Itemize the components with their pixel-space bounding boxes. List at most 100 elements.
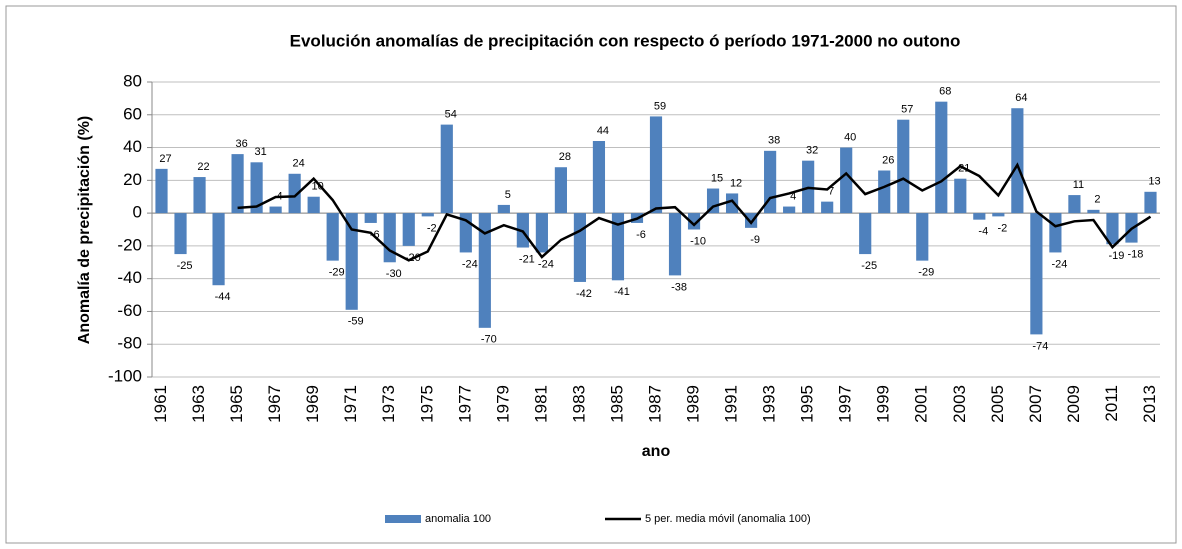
bar bbox=[668, 213, 682, 276]
bar bbox=[745, 213, 758, 228]
data-label: -18 bbox=[1128, 249, 1144, 261]
x-tick-label: 1997 bbox=[836, 385, 855, 423]
x-tick-label: 1975 bbox=[417, 385, 436, 423]
bar bbox=[307, 196, 320, 214]
legend-label: anomalia 100 bbox=[425, 513, 491, 525]
x-tick-label: 2003 bbox=[950, 385, 969, 423]
data-label: -44 bbox=[215, 291, 231, 303]
data-label: -41 bbox=[614, 286, 630, 298]
data-label: -74 bbox=[1032, 340, 1048, 352]
bar bbox=[1144, 191, 1157, 214]
bar bbox=[193, 177, 206, 214]
bar bbox=[973, 213, 986, 220]
data-label: 10 bbox=[312, 181, 324, 193]
x-tick-label: 1977 bbox=[455, 385, 474, 423]
data-label: -30 bbox=[386, 268, 402, 280]
bar bbox=[497, 204, 510, 214]
data-label: 64 bbox=[1015, 92, 1027, 104]
data-label: 26 bbox=[882, 154, 894, 166]
bar bbox=[288, 173, 301, 214]
x-tick-label: 1963 bbox=[189, 385, 208, 423]
data-label: 59 bbox=[654, 100, 666, 112]
chart-title: Evolución anomalías de precipitación con… bbox=[290, 31, 961, 50]
x-tick-label: 1969 bbox=[303, 385, 322, 423]
bar bbox=[383, 213, 396, 263]
x-tick-label: 1961 bbox=[151, 385, 170, 423]
bar bbox=[250, 162, 263, 214]
bar bbox=[859, 213, 872, 255]
legend-swatch bbox=[385, 515, 421, 523]
data-label: -42 bbox=[576, 288, 592, 300]
x-tick-label: 1965 bbox=[227, 385, 246, 423]
bar bbox=[364, 213, 377, 223]
bar bbox=[402, 213, 415, 246]
bar bbox=[649, 116, 663, 214]
legend-label: 5 per. media móvil (anomalia 100) bbox=[645, 513, 811, 525]
x-tick-label: 2013 bbox=[1140, 385, 1159, 423]
data-label: -24 bbox=[1051, 258, 1067, 270]
x-tick-label: 1985 bbox=[607, 385, 626, 423]
bar bbox=[535, 213, 548, 253]
data-label: -24 bbox=[462, 258, 478, 270]
data-label: 13 bbox=[1148, 176, 1160, 188]
bar bbox=[554, 167, 567, 214]
y-tick-label: -100 bbox=[108, 366, 142, 385]
x-tick-label: 1993 bbox=[760, 385, 779, 423]
data-label: 68 bbox=[939, 86, 951, 98]
x-tick-label: 2005 bbox=[988, 385, 1007, 423]
y-tick-label: -80 bbox=[117, 334, 142, 353]
y-tick-label: 80 bbox=[123, 71, 142, 90]
bar bbox=[440, 124, 453, 214]
bar bbox=[1068, 195, 1081, 214]
moving-average-line bbox=[237, 162, 1152, 262]
x-tick-label: 1983 bbox=[569, 385, 588, 423]
x-tick-label: 2007 bbox=[1026, 385, 1045, 423]
data-label: 24 bbox=[293, 158, 305, 170]
data-label: 36 bbox=[235, 138, 247, 150]
data-label: -29 bbox=[329, 267, 345, 279]
data-label: 57 bbox=[901, 104, 913, 116]
data-label: 28 bbox=[559, 151, 571, 163]
x-axis-label: ano bbox=[642, 443, 671, 460]
bar bbox=[326, 213, 339, 261]
bar bbox=[174, 213, 187, 255]
data-label: -24 bbox=[538, 258, 554, 270]
y-tick-label: -60 bbox=[117, 301, 142, 320]
data-label: 54 bbox=[445, 109, 457, 121]
bar bbox=[345, 213, 358, 310]
x-tick-label: 2001 bbox=[912, 385, 931, 423]
data-label: 40 bbox=[844, 131, 856, 143]
bar bbox=[954, 178, 967, 214]
bar bbox=[687, 213, 701, 230]
data-label: -29 bbox=[918, 267, 934, 279]
bar bbox=[706, 188, 720, 214]
x-tick-label: 1973 bbox=[379, 385, 398, 423]
data-label: 22 bbox=[197, 161, 209, 173]
y-tick-label: -40 bbox=[117, 268, 142, 287]
bar bbox=[269, 206, 282, 214]
chart-frame bbox=[5, 5, 1177, 544]
data-label: 12 bbox=[730, 177, 742, 189]
data-label: -9 bbox=[750, 234, 760, 246]
bar bbox=[916, 213, 929, 261]
data-label: -59 bbox=[348, 316, 364, 328]
x-tick-label: 1999 bbox=[874, 385, 893, 423]
x-tick-label: 1987 bbox=[645, 385, 664, 423]
x-tick-label: 1991 bbox=[722, 385, 741, 423]
data-label: -2 bbox=[997, 222, 1007, 234]
bar bbox=[992, 213, 1005, 217]
bar bbox=[935, 101, 948, 214]
bar bbox=[155, 168, 168, 214]
bar bbox=[212, 213, 225, 286]
data-label: -19 bbox=[1108, 250, 1124, 262]
x-tick-label: 2011 bbox=[1102, 385, 1121, 422]
bar bbox=[783, 206, 796, 214]
bar bbox=[1030, 213, 1043, 335]
x-tick-label: 1979 bbox=[493, 385, 512, 423]
data-label: -10 bbox=[690, 235, 706, 247]
bar bbox=[231, 154, 244, 214]
x-tick-label: 1971 bbox=[341, 385, 360, 423]
y-tick-label: 20 bbox=[123, 170, 142, 189]
data-label: 2 bbox=[1094, 194, 1100, 206]
